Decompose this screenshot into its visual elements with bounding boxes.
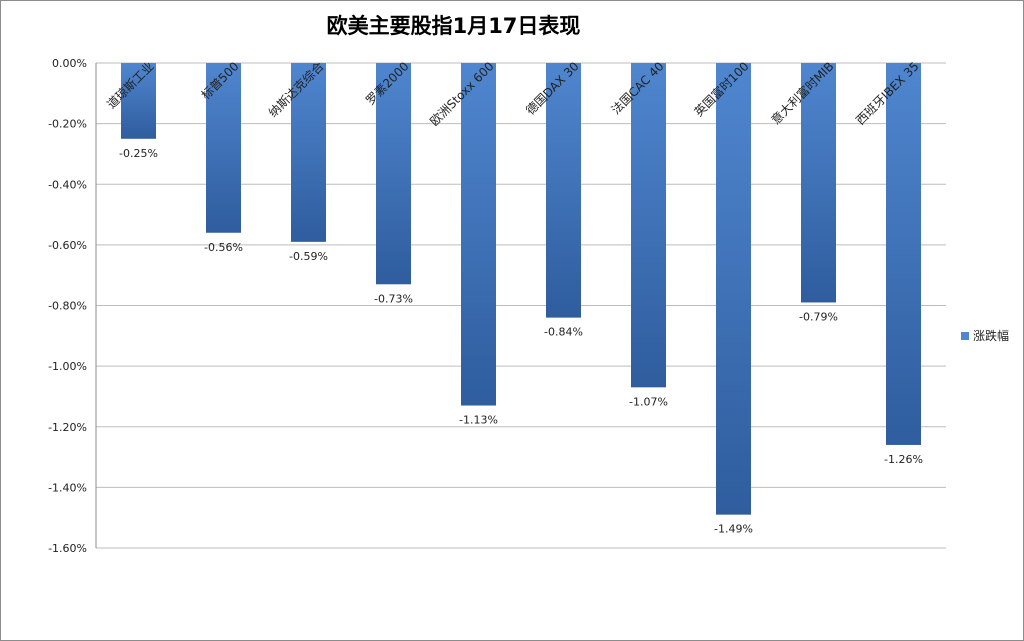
y-tick-label: -0.40% bbox=[48, 178, 87, 191]
data-label: -0.59% bbox=[289, 250, 328, 263]
bar bbox=[716, 63, 751, 515]
bar bbox=[631, 63, 666, 388]
legend-swatch bbox=[961, 332, 969, 340]
data-label: -0.56% bbox=[204, 241, 243, 254]
y-tick-label: -1.00% bbox=[48, 360, 87, 373]
bar bbox=[801, 63, 836, 303]
bar bbox=[291, 63, 326, 242]
y-tick-label: 0.00% bbox=[52, 57, 87, 70]
data-label: -1.49% bbox=[714, 523, 753, 536]
bar bbox=[206, 63, 241, 233]
y-tick-label: -0.80% bbox=[48, 300, 87, 313]
chart-title: 欧美主要股指1月17日表现 bbox=[326, 14, 581, 38]
data-label: -0.84% bbox=[544, 326, 583, 339]
bar bbox=[376, 63, 411, 285]
bar bbox=[121, 63, 156, 139]
data-label: -0.25% bbox=[119, 147, 158, 160]
legend: 涨跌幅 bbox=[961, 328, 1009, 343]
y-tick-label: -1.40% bbox=[48, 481, 87, 494]
legend-label: 涨跌幅 bbox=[973, 328, 1009, 343]
bars bbox=[121, 63, 921, 515]
bar bbox=[546, 63, 581, 318]
data-label: -0.73% bbox=[374, 292, 413, 305]
data-label: -1.26% bbox=[884, 453, 923, 466]
y-axis: 0.00% -0.20% -0.40% -0.60% -0.80% -1.00% -1.20… bbox=[48, 57, 97, 555]
bar bbox=[886, 63, 921, 445]
y-tick-label: -1.20% bbox=[48, 421, 87, 434]
data-label: -0.79% bbox=[799, 310, 838, 323]
y-tick-label: -0.20% bbox=[48, 118, 87, 131]
data-label: -1.13% bbox=[459, 414, 498, 427]
y-tick-label: -1.60% bbox=[48, 542, 87, 555]
bar bbox=[461, 63, 496, 406]
y-tick-label: -0.60% bbox=[48, 239, 87, 252]
data-label: -1.07% bbox=[629, 395, 668, 408]
